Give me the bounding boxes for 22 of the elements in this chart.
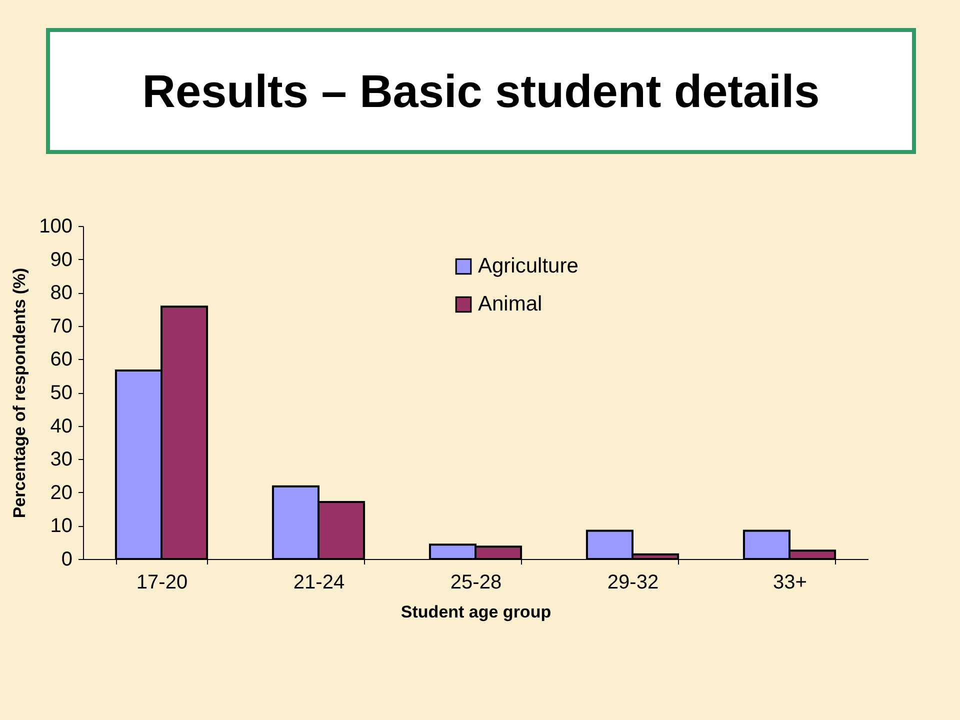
y-tick-label: 40 (50, 415, 72, 438)
y-tick-label: 60 (50, 348, 72, 371)
x-tick-label: 21-24 (293, 572, 345, 594)
title-frame: Results – Basic student details (46, 28, 916, 154)
y-axis-title: Percentage of respondents (%) (10, 268, 30, 518)
y-tick-label: 20 (50, 482, 72, 504)
y-tick-label: 100 (39, 216, 72, 238)
y-tick-label: 70 (50, 315, 72, 338)
x-tick-label: 33+ (773, 572, 807, 594)
x-tick-label: 29-32 (607, 572, 659, 594)
y-tick-label: 30 (50, 448, 72, 471)
y-tick-label: 10 (50, 515, 72, 538)
chart-title: Results – Basic student details (142, 64, 820, 118)
y-tick-label: 90 (50, 248, 72, 271)
x-axis-title: Student age group (400, 602, 552, 622)
x-tick-label: 25-28 (450, 572, 502, 594)
y-tick-label: 50 (50, 382, 72, 404)
y-tick-label: 0 (61, 548, 72, 570)
x-tick-label: 17-20 (136, 572, 188, 594)
legend-label: Animal (478, 292, 542, 316)
y-tick-label: 80 (50, 282, 72, 304)
legend-label: Agriculture (478, 254, 578, 278)
